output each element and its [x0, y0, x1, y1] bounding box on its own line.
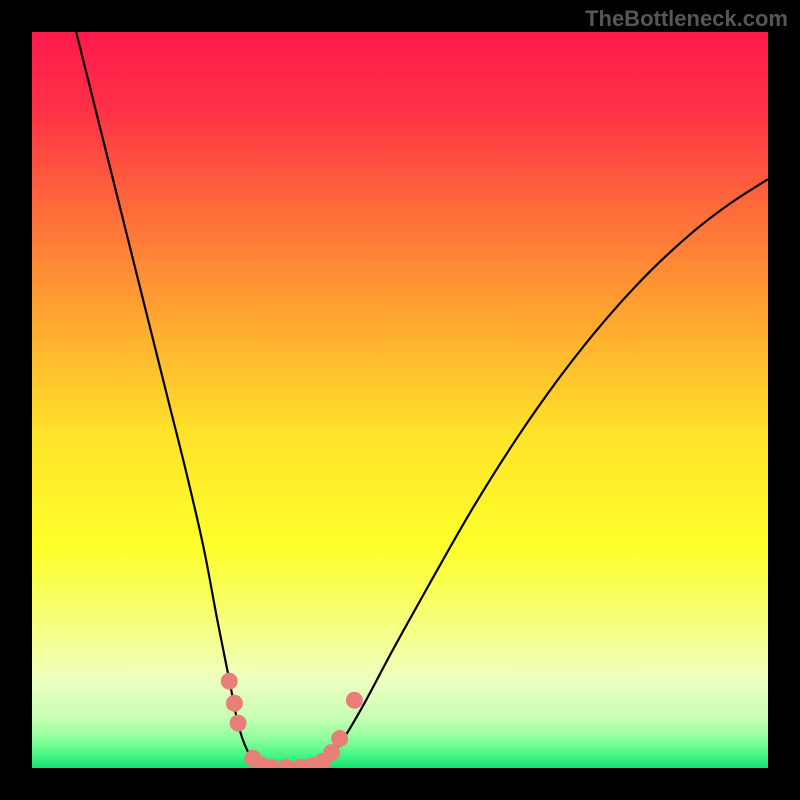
- plot-area: [32, 32, 768, 768]
- watermark-label: TheBottleneck.com: [585, 6, 788, 32]
- curve-layer: [32, 32, 768, 768]
- marker-group: [221, 673, 363, 768]
- data-marker: [230, 715, 247, 732]
- data-marker: [277, 759, 294, 768]
- data-marker: [221, 673, 238, 690]
- bottleneck-curve-right: [312, 179, 768, 767]
- data-marker: [346, 692, 363, 709]
- data-marker: [331, 730, 348, 747]
- data-marker: [226, 695, 243, 712]
- bottleneck-curve-left: [76, 32, 267, 767]
